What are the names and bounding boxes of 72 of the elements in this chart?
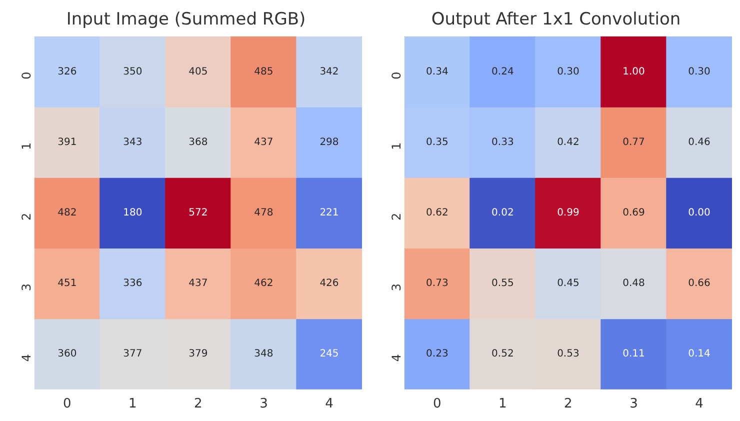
data-label: 405 bbox=[188, 66, 208, 78]
x-tick-label: 4 bbox=[325, 396, 334, 412]
data-label: 1.00 bbox=[622, 66, 645, 78]
data-label: 0.48 bbox=[622, 278, 645, 290]
data-label: 368 bbox=[188, 136, 208, 148]
data-label: 0.33 bbox=[492, 136, 514, 148]
data-label: 342 bbox=[320, 66, 339, 78]
data-label: 437 bbox=[188, 278, 208, 290]
data-label: 572 bbox=[188, 207, 208, 218]
data-label: 437 bbox=[254, 136, 274, 148]
data-label: 0.52 bbox=[492, 348, 514, 360]
data-label: 0.30 bbox=[557, 66, 580, 78]
data-label: 485 bbox=[254, 66, 274, 78]
data-label: 377 bbox=[123, 348, 142, 360]
data-label: 451 bbox=[58, 278, 77, 290]
data-label: 0.42 bbox=[557, 136, 580, 148]
data-label: 0.02 bbox=[492, 207, 514, 218]
data-label: 0.34 bbox=[426, 66, 448, 78]
data-label: 0.66 bbox=[688, 278, 710, 290]
data-label: 180 bbox=[123, 207, 142, 218]
data-label: 0.69 bbox=[622, 207, 645, 218]
data-label: 0.11 bbox=[622, 348, 645, 360]
data-label: 343 bbox=[123, 136, 142, 148]
data-label: 0.62 bbox=[426, 207, 448, 218]
data-label: 336 bbox=[123, 278, 142, 290]
x-tick-label: 2 bbox=[564, 396, 572, 412]
data-label: 0.30 bbox=[688, 66, 710, 78]
y-tick-label: 4 bbox=[390, 354, 404, 362]
data-label: 221 bbox=[320, 207, 339, 218]
data-label: 0.77 bbox=[622, 136, 645, 148]
data-label: 298 bbox=[320, 136, 339, 148]
chart-title: Input Image (Summed RGB) bbox=[66, 10, 306, 30]
x-tick-label: 3 bbox=[630, 396, 638, 412]
data-label: 478 bbox=[254, 207, 274, 218]
data-label: 0.45 bbox=[557, 278, 580, 290]
data-label: 0.99 bbox=[557, 207, 580, 218]
x-tick-label: 0 bbox=[63, 396, 72, 412]
data-label: 350 bbox=[123, 66, 142, 78]
x-tick-label: 2 bbox=[194, 396, 202, 412]
data-label: 462 bbox=[254, 278, 274, 290]
data-label: 245 bbox=[320, 348, 339, 360]
data-label: 0.00 bbox=[688, 207, 710, 218]
data-label: 0.24 bbox=[492, 66, 514, 78]
data-label: 0.46 bbox=[688, 136, 710, 148]
data-label: 0.35 bbox=[426, 136, 448, 148]
y-tick-label: 3 bbox=[390, 284, 404, 292]
y-tick-label: 1 bbox=[20, 142, 34, 150]
y-tick-label: 1 bbox=[390, 142, 404, 150]
data-label: 326 bbox=[58, 66, 77, 78]
data-label: 482 bbox=[58, 207, 77, 218]
chart-title: Output After 1x1 Convolution bbox=[431, 10, 681, 30]
data-label: 0.73 bbox=[426, 278, 448, 290]
y-tick-label: 3 bbox=[20, 284, 34, 292]
data-label: 0.55 bbox=[492, 278, 514, 290]
y-tick-label: 0 bbox=[390, 72, 404, 80]
data-label: 391 bbox=[58, 136, 77, 148]
y-tick-label: 2 bbox=[390, 212, 404, 221]
x-tick-label: 1 bbox=[128, 396, 137, 412]
y-tick-label: 2 bbox=[20, 212, 34, 221]
data-label: 379 bbox=[188, 348, 208, 360]
data-label: 0.14 bbox=[688, 348, 710, 360]
x-tick-label: 4 bbox=[695, 396, 704, 412]
data-label: 0.23 bbox=[426, 348, 448, 360]
y-tick-label: 4 bbox=[20, 354, 34, 362]
y-tick-label: 0 bbox=[20, 72, 34, 80]
x-tick-label: 0 bbox=[433, 396, 442, 412]
data-label: 348 bbox=[254, 348, 274, 360]
x-tick-label: 3 bbox=[260, 396, 268, 412]
data-label: 426 bbox=[320, 278, 339, 290]
data-label: 360 bbox=[58, 348, 77, 360]
data-label: 0.53 bbox=[557, 348, 580, 360]
x-tick-label: 1 bbox=[498, 396, 507, 412]
